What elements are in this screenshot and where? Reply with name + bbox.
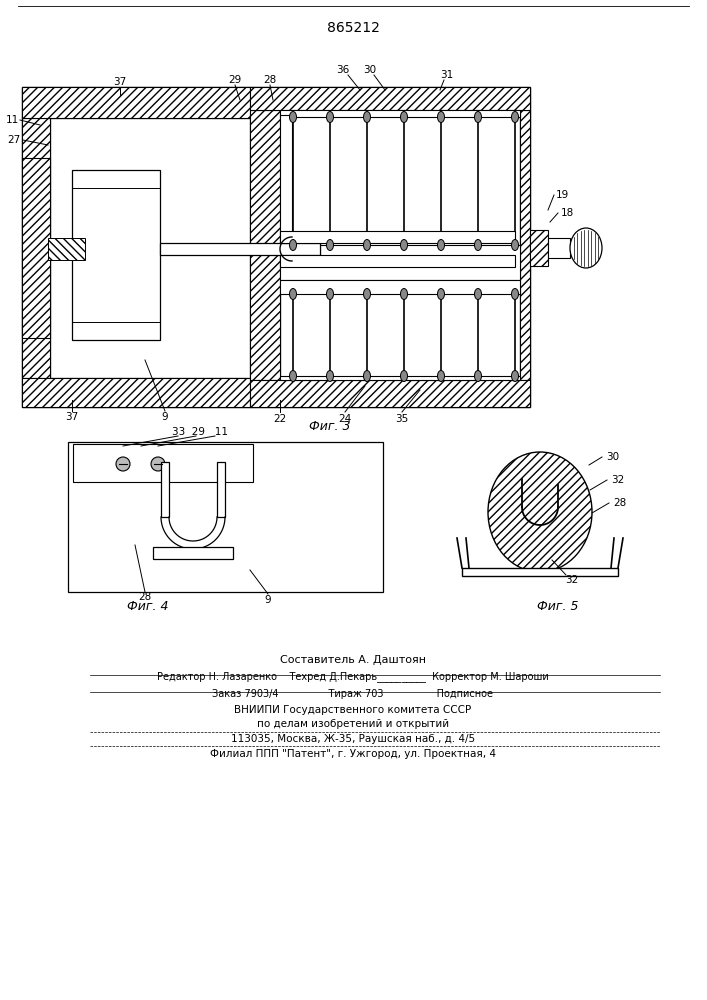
- Ellipse shape: [488, 452, 592, 572]
- Ellipse shape: [289, 370, 296, 381]
- Polygon shape: [280, 280, 520, 294]
- Ellipse shape: [511, 370, 518, 381]
- Ellipse shape: [438, 111, 445, 122]
- Polygon shape: [161, 462, 169, 517]
- Ellipse shape: [289, 239, 296, 250]
- Text: 35: 35: [395, 414, 409, 424]
- Ellipse shape: [327, 111, 334, 122]
- Polygon shape: [22, 378, 250, 407]
- Text: 28: 28: [614, 498, 626, 508]
- Text: Заказ 7903/4                Тираж 703                 Подписное: Заказ 7903/4 Тираж 703 Подписное: [213, 689, 493, 699]
- Ellipse shape: [289, 288, 296, 300]
- Text: 37: 37: [113, 77, 127, 87]
- Text: 9: 9: [162, 412, 168, 422]
- Ellipse shape: [570, 228, 602, 268]
- Text: 28: 28: [264, 75, 276, 85]
- Text: 113035, Москва, Ж-35, Раушская наб., д. 4/5: 113035, Москва, Ж-35, Раушская наб., д. …: [231, 734, 475, 744]
- Polygon shape: [72, 170, 160, 340]
- Polygon shape: [50, 118, 250, 378]
- Text: 32: 32: [566, 575, 578, 585]
- Polygon shape: [250, 87, 530, 110]
- Polygon shape: [22, 158, 50, 338]
- Ellipse shape: [438, 370, 445, 381]
- Text: Редактор Н. Лазаренко    Техред Д.Пекарь__________  Корректор М. Шароши: Редактор Н. Лазаренко Техред Д.Пекарь___…: [157, 672, 549, 682]
- Ellipse shape: [511, 111, 518, 122]
- Polygon shape: [160, 243, 320, 255]
- Text: Составитель А. Даштоян: Составитель А. Даштоян: [280, 655, 426, 665]
- Polygon shape: [280, 231, 515, 243]
- Polygon shape: [250, 87, 530, 407]
- Ellipse shape: [400, 288, 407, 300]
- Text: 27: 27: [7, 135, 21, 145]
- Polygon shape: [530, 230, 548, 266]
- Text: 32: 32: [612, 475, 624, 485]
- Text: 37: 37: [65, 412, 78, 422]
- Text: 36: 36: [337, 65, 350, 75]
- Polygon shape: [280, 110, 520, 117]
- Text: 30: 30: [363, 65, 377, 75]
- Polygon shape: [280, 255, 515, 267]
- Text: 11: 11: [6, 115, 18, 125]
- Text: 30: 30: [607, 452, 619, 462]
- Text: Фиг. 4: Фиг. 4: [127, 600, 169, 613]
- Polygon shape: [22, 87, 250, 118]
- Ellipse shape: [474, 370, 481, 381]
- Polygon shape: [280, 110, 520, 280]
- Polygon shape: [305, 243, 320, 255]
- Ellipse shape: [363, 370, 370, 381]
- Ellipse shape: [400, 111, 407, 122]
- Ellipse shape: [438, 288, 445, 300]
- Ellipse shape: [474, 111, 481, 122]
- Polygon shape: [153, 547, 233, 559]
- Text: Фиг. 5: Фиг. 5: [537, 600, 579, 613]
- Text: 18: 18: [561, 208, 573, 218]
- Text: 28: 28: [139, 592, 151, 602]
- Polygon shape: [250, 110, 280, 380]
- Polygon shape: [73, 444, 253, 482]
- Polygon shape: [280, 115, 292, 243]
- Ellipse shape: [289, 111, 296, 122]
- Text: 865212: 865212: [327, 21, 380, 35]
- Polygon shape: [548, 238, 570, 258]
- Ellipse shape: [474, 288, 481, 300]
- Text: 29: 29: [228, 75, 242, 85]
- Text: Фиг. 3: Фиг. 3: [309, 420, 351, 432]
- Polygon shape: [217, 462, 225, 517]
- Ellipse shape: [363, 111, 370, 122]
- Ellipse shape: [327, 370, 334, 381]
- Ellipse shape: [327, 288, 334, 300]
- Text: по делам изобретений и открытий: по делам изобретений и открытий: [257, 719, 449, 729]
- Text: ВНИИПИ Государственного комитета СССР: ВНИИПИ Государственного комитета СССР: [235, 705, 472, 715]
- Polygon shape: [462, 568, 618, 576]
- Text: 22: 22: [274, 414, 286, 424]
- Polygon shape: [520, 110, 530, 380]
- Text: 31: 31: [440, 70, 454, 80]
- Text: 33  29   11: 33 29 11: [172, 427, 228, 437]
- Ellipse shape: [400, 239, 407, 250]
- Polygon shape: [250, 380, 530, 407]
- Ellipse shape: [116, 457, 130, 471]
- Ellipse shape: [327, 239, 334, 250]
- Text: 24: 24: [339, 414, 351, 424]
- Text: 9: 9: [264, 595, 271, 605]
- Polygon shape: [48, 238, 85, 260]
- Polygon shape: [22, 118, 50, 378]
- Ellipse shape: [438, 239, 445, 250]
- Ellipse shape: [151, 457, 165, 471]
- Ellipse shape: [474, 239, 481, 250]
- Text: 19: 19: [556, 190, 568, 200]
- Ellipse shape: [363, 288, 370, 300]
- Ellipse shape: [511, 288, 518, 300]
- Ellipse shape: [400, 370, 407, 381]
- Polygon shape: [22, 87, 250, 407]
- Polygon shape: [280, 280, 520, 380]
- Ellipse shape: [511, 239, 518, 250]
- Polygon shape: [280, 376, 520, 380]
- Text: Филиал ППП "Патент", г. Ужгород, ул. Проектная, 4: Филиал ППП "Патент", г. Ужгород, ул. Про…: [210, 749, 496, 759]
- Polygon shape: [68, 442, 383, 592]
- Ellipse shape: [363, 239, 370, 250]
- Polygon shape: [280, 245, 520, 280]
